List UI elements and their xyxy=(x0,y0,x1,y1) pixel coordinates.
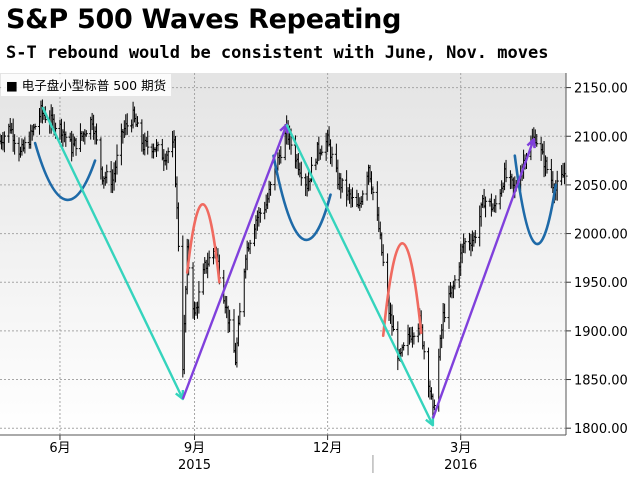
trend-line xyxy=(41,106,184,400)
legend-label: ■ 电子盘小型标普 500 期货 xyxy=(6,78,166,93)
x-axis: 6月 9月 12月 3月 2015 2016 xyxy=(49,435,477,473)
y-tick-label: 1800.00 xyxy=(574,422,628,437)
x-tick-label: 3月 xyxy=(450,441,471,456)
year-label: 2016 xyxy=(444,458,477,473)
chart-subtitle: S-T rebound would be consistent with Jun… xyxy=(6,43,549,63)
trend-line xyxy=(285,124,434,426)
trend-line xyxy=(431,138,535,419)
trend-arrowhead xyxy=(526,137,536,149)
y-tick-label: 2000.00 xyxy=(574,228,628,243)
y-axis: 2150.00 2100.00 2050.00 2000.00 1950.00 1900.… xyxy=(566,82,628,437)
trend-arrowhead xyxy=(425,416,435,427)
y-tick-label: 1850.00 xyxy=(574,374,628,389)
y-tick-label: 2050.00 xyxy=(574,179,628,194)
x-tick-label: 6月 xyxy=(49,441,70,456)
trough-arc xyxy=(272,154,332,242)
year-label: 2015 xyxy=(178,458,211,473)
chart-title: S&P 500 Waves Repeating xyxy=(6,4,402,35)
x-tick-label: 9月 xyxy=(184,441,205,456)
peak-arc xyxy=(185,203,221,284)
trough-arc xyxy=(33,141,97,202)
x-tick-label: 12月 xyxy=(313,441,343,456)
y-tick-label: 2150.00 xyxy=(574,82,628,97)
y-tick-label: 2100.00 xyxy=(574,130,628,145)
y-tick-label: 1900.00 xyxy=(574,325,628,340)
legend-box xyxy=(1,74,171,96)
annotations xyxy=(33,106,558,427)
trend-line xyxy=(181,124,288,400)
peak-arc xyxy=(381,242,423,338)
y-tick-label: 1950.00 xyxy=(574,276,628,291)
trough-arc xyxy=(513,154,558,246)
